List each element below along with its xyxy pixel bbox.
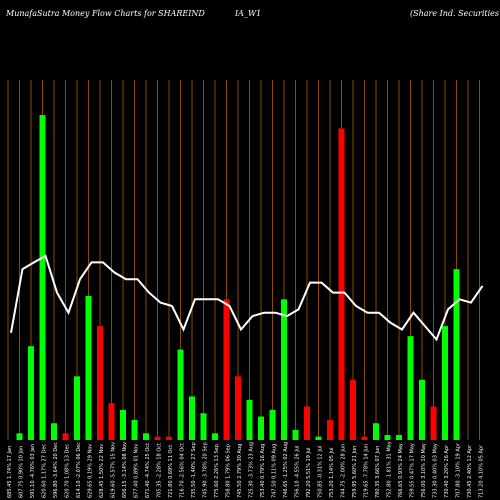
money-flow-bar <box>28 346 34 440</box>
money-flow-bar <box>419 379 425 440</box>
money-flow-bar <box>154 436 161 440</box>
x-tick-label: 705.35 -2.28% 18 Oct <box>157 443 163 498</box>
x-tick-label: 685.45 1.74% 17 Jan <box>7 446 13 498</box>
x-tick-label: 744.75 -2.00% 28 Jun <box>341 444 347 498</box>
x-tick-label: 620.70 1.08% 13 Dec <box>65 444 71 498</box>
money-flow-bar <box>258 416 264 440</box>
price-line <box>10 254 484 342</box>
money-flow-bar <box>281 299 287 440</box>
x-tick-label: 707.80 -3.10% 19 Apr <box>456 442 462 498</box>
x-tick-label: 619.60 -5.57% 15 Nov <box>111 442 117 498</box>
x-tick-label: 620.60 1.17% 27 Dec <box>42 444 48 498</box>
x-tick-label: 730.40 3.20% 26 Apr <box>444 444 450 498</box>
x-tick-label: 766.65 0.93% 24 May <box>398 443 404 498</box>
money-flow-bar <box>143 433 149 440</box>
header-middle-text: IA_W1 <box>235 9 262 18</box>
money-flow-bar <box>212 433 218 440</box>
money-flow-bar <box>327 419 333 440</box>
x-tick-label: 753.20 1.14% 05 Jul <box>329 447 335 498</box>
money-flow-bar <box>120 409 126 440</box>
money-flow-bar <box>131 419 138 440</box>
x-tick-label: 759.55 0.47% 17 May <box>410 443 416 498</box>
x-tick-label: 614.10 -2.07% 06 Dec <box>76 442 82 498</box>
x-tick-label: 629.65 0.19% 29 Nov <box>88 444 94 498</box>
price-line-layer <box>10 254 484 342</box>
x-tick-label: 753.40 0.79% 16 Aug <box>260 444 266 498</box>
x-tick-label: 759.95 5.60% 21 Jun <box>352 446 358 498</box>
x-tick-label: 756.10 -4.55% 26 Jul <box>295 446 301 498</box>
money-flow-bar <box>200 413 207 440</box>
x-tick-label: 752.80 -1.81% 31 May <box>387 441 393 498</box>
x-tick-label: 713.20 4.10% 05 Apr <box>479 444 485 498</box>
money-flow-bar <box>85 295 92 440</box>
money-flow-bar <box>62 433 69 440</box>
x-tick-label: 746.65 -1.25% 02 Aug <box>283 442 289 498</box>
x-tick-label: 735.50 -1.40% 27 Sep <box>191 442 197 498</box>
money-flow-bar <box>97 326 103 440</box>
x-tick-label: 780.35 3.66% 07 Jun <box>375 446 381 498</box>
x-tick-label: 721.80 0.69% 11 Oct <box>168 445 174 498</box>
money-flow-bar <box>315 436 322 440</box>
x-tick-label: 591.10 -4.76% 03 Jan <box>30 444 36 498</box>
header-left-text: MunafaSutra Money Flow Charts for SHAREI… <box>6 9 205 18</box>
x-tick-label: 725.30 -3.73% 23 Aug <box>249 442 255 498</box>
x-tick-label: 733.30 0.40% 03 May <box>433 443 439 498</box>
money-flow-bars <box>16 115 460 441</box>
money-flow-bar <box>407 336 414 440</box>
money-flow-bar <box>361 436 368 440</box>
money-flow-bar <box>16 433 23 440</box>
x-tick-label: 719.65 -7.78% 14 Jun <box>364 444 370 498</box>
money-flow-bar <box>350 379 356 440</box>
money-flow-bar <box>430 406 437 440</box>
x-tick-label: 607.75 0.90% 10 Jan <box>19 446 25 498</box>
x-tick-label: 716.70 -2.56% 04 Oct <box>180 443 186 498</box>
x-tick-label: 596.80 -3.64% 20 Dec <box>53 442 59 498</box>
money-flow-bar <box>51 423 57 440</box>
x-tick-label: 745.50 2.79% 30 Aug <box>237 444 243 498</box>
x-tick-label: 756.00 3.10% 10 May <box>421 443 427 498</box>
x-tick-label: 775.60 2.26% 13 Sep <box>214 444 220 498</box>
money-flow-bar <box>246 399 253 440</box>
header-right-text: (Share Ind. Securities Li <box>410 9 500 18</box>
money-flow-bar <box>269 409 276 440</box>
x-tick-label: 747.50 0.11% 09 Aug <box>272 444 278 498</box>
money-flow-bar <box>189 396 195 440</box>
money-flow-bar <box>453 269 460 440</box>
money-flow-bar <box>442 326 448 440</box>
money-flow-bar <box>396 434 402 440</box>
money-flow-bar <box>373 423 379 440</box>
x-tick-label: 730.45 2.40% 12 Apr <box>467 444 473 498</box>
money-flow-bar <box>292 429 299 440</box>
money-flow-bar <box>108 403 115 440</box>
x-tick-label: 671.40 -4.74% 25 Oct <box>145 443 151 498</box>
x-axis-tick-labels: 685.45 1.74% 17 Jan 607.75 0.90% 10 Jan 59… <box>7 441 485 498</box>
money-flow-bar <box>235 376 241 440</box>
money-flow-bar <box>304 406 310 440</box>
x-tick-label: 792.20 5.51% 19 Jul <box>306 447 312 498</box>
x-tick-label: 677.40 0.89% 01 Nov <box>134 444 140 498</box>
money-flow-bar <box>177 349 184 440</box>
x-tick-label: 628.45 1.50% 22 Nov <box>99 444 105 498</box>
money-flow-bar <box>166 436 172 440</box>
money-flow-bar <box>223 299 230 440</box>
x-tick-label: 656.15 -3.14% 08 Nov <box>122 442 128 498</box>
x-tick-label: 758.80 1.79% 06 Sep <box>226 444 232 498</box>
money-flow-bar <box>74 376 80 440</box>
x-tick-label: 745.90 -3.78% 20 Sep <box>203 442 209 498</box>
chart-header: MunafaSutra Money Flow Charts for SHAREI… <box>0 0 500 24</box>
money-flow-bar <box>39 115 46 441</box>
money-flow-bar <box>384 434 391 440</box>
money-flow-bar <box>338 128 345 440</box>
x-tick-label: 750.85 -0.31% 12 Jul <box>318 446 324 498</box>
